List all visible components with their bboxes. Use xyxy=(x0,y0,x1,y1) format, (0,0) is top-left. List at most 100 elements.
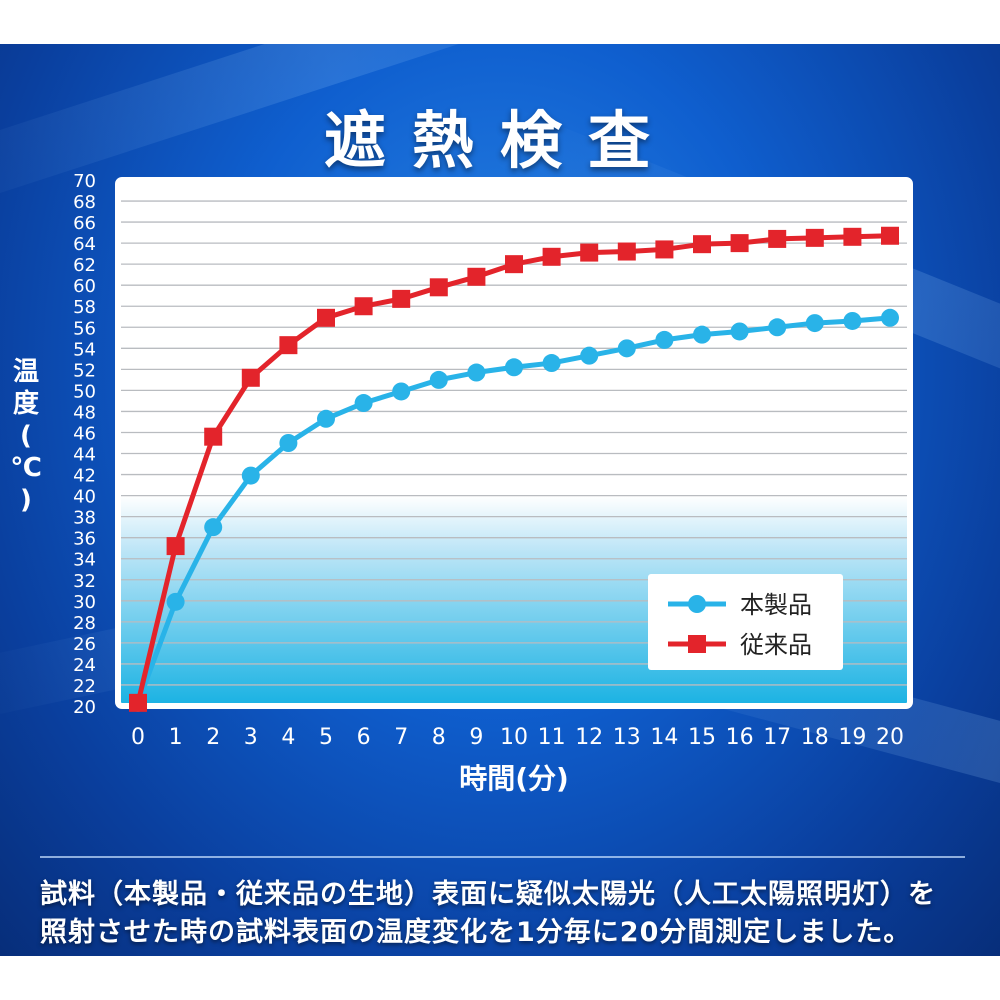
data-point-circle xyxy=(279,434,298,452)
x-tick-label: 15 xyxy=(688,725,716,750)
data-point-square xyxy=(542,247,561,266)
data-point-circle xyxy=(542,354,561,373)
data-point-circle xyxy=(693,325,711,344)
caption-divider xyxy=(40,856,965,858)
data-point-square xyxy=(580,243,599,262)
x-tick-label: 1 xyxy=(169,725,183,750)
data-point-square xyxy=(204,427,223,446)
x-tick-label: 16 xyxy=(726,725,754,750)
data-point-circle xyxy=(881,308,899,327)
chart-title: 遮熱検査 xyxy=(323,104,676,177)
data-point-circle xyxy=(392,382,411,401)
data-point-circle xyxy=(617,339,636,358)
x-tick-label: 3 xyxy=(244,725,258,750)
data-point-circle xyxy=(166,592,185,611)
legend-marker-circle xyxy=(688,595,706,613)
y-tick-label: 46 xyxy=(73,423,96,444)
x-tick-label: 9 xyxy=(469,725,483,750)
x-tick-label: 17 xyxy=(763,725,791,750)
y-tick-label: 20 xyxy=(73,697,96,718)
data-point-circle xyxy=(843,311,862,330)
caption-line-2: 照射させた時の試料表面の温度変化を1分毎に20分間測定しました。 xyxy=(40,917,912,948)
x-tick-label: 8 xyxy=(432,725,446,750)
legend-label: 従来品 xyxy=(740,631,812,659)
data-point-square xyxy=(617,242,636,261)
y-tick-label: 68 xyxy=(73,192,96,213)
y-tick-label: 36 xyxy=(73,529,96,550)
x-tick-label: 10 xyxy=(500,725,528,750)
caption-line-1: 試料（本製品・従来品の生地）表面に疑似太陽光（人工太陽照明灯）を xyxy=(40,879,936,910)
data-point-circle xyxy=(467,363,486,382)
y-tick-label: 56 xyxy=(73,318,96,339)
data-point-circle xyxy=(354,394,373,413)
data-point-circle xyxy=(580,346,599,365)
data-point-square xyxy=(429,278,448,297)
x-tick-label: 2 xyxy=(206,725,220,750)
y-tick-label: 54 xyxy=(73,339,96,360)
y-tick-label: 22 xyxy=(73,676,96,697)
x-tick-label: 4 xyxy=(281,725,295,750)
y-tick-label: 34 xyxy=(73,550,96,571)
data-point-square xyxy=(730,234,749,253)
data-point-square xyxy=(768,229,787,248)
y-tick-label: 42 xyxy=(73,466,96,487)
x-tick-label: 19 xyxy=(838,725,866,750)
data-point-square xyxy=(166,537,185,556)
line-chart: 2022242628303234363840424446485052545658… xyxy=(10,171,913,795)
chart-background: 遮熱検査 20 22 24 26 28 30 32 34 36 38 40 42 44 46 48 50 52 5… xyxy=(0,44,1000,956)
y-tick-label: 48 xyxy=(73,402,96,423)
x-tick-label: 7 xyxy=(394,725,408,750)
y-tick-label: 24 xyxy=(73,655,96,676)
y-tick-label: 58 xyxy=(73,297,96,318)
y-tick-label: 32 xyxy=(73,571,96,592)
data-point-square xyxy=(279,336,298,355)
y-axis-label: 温度(℃) xyxy=(10,357,41,515)
y-tick-label: 64 xyxy=(73,234,96,255)
y-tick-label: 66 xyxy=(73,213,96,234)
data-point-square xyxy=(392,289,411,308)
data-point-square xyxy=(354,297,373,316)
y-tick-label: 26 xyxy=(73,634,96,655)
data-point-square xyxy=(467,267,486,286)
data-point-circle xyxy=(768,318,787,337)
data-point-square xyxy=(805,228,824,247)
data-point-square xyxy=(693,235,711,254)
legend-marker-square xyxy=(688,635,706,653)
x-tick-label: 0 xyxy=(131,725,145,750)
data-point-circle xyxy=(241,466,260,485)
data-point-square xyxy=(881,226,899,245)
y-tick-label: 38 xyxy=(73,508,96,529)
x-tick-label: 5 xyxy=(319,725,333,750)
x-tick-label: 14 xyxy=(650,725,678,750)
data-point-square xyxy=(129,693,147,712)
y-tick-label: 30 xyxy=(73,592,96,613)
data-point-circle xyxy=(204,518,223,537)
data-point-circle xyxy=(429,370,448,389)
x-tick-label: 12 xyxy=(575,725,603,750)
x-tick-label: 6 xyxy=(357,725,371,750)
data-point-circle xyxy=(805,314,824,333)
data-point-square xyxy=(843,227,862,246)
caption-text: 試料（本製品・従来品の生地）表面に疑似太陽光（人工太陽照明灯）を 照射させた時の… xyxy=(40,876,970,952)
y-tick-label: 60 xyxy=(73,276,96,297)
legend-label: 本製品 xyxy=(740,591,812,619)
x-tick-label: 11 xyxy=(538,725,566,750)
x-tick-label: 18 xyxy=(801,725,829,750)
data-point-circle xyxy=(655,330,674,349)
data-point-square xyxy=(505,255,523,274)
x-tick-label: 13 xyxy=(613,725,641,750)
y-tick-label: 50 xyxy=(73,381,96,402)
data-point-square xyxy=(241,368,260,387)
y-tick-label: 44 xyxy=(73,445,96,466)
data-point-circle xyxy=(730,322,749,341)
y-tick-label: 40 xyxy=(73,487,96,508)
data-point-square xyxy=(655,240,674,259)
data-point-circle xyxy=(317,409,335,428)
y-tick-label: 52 xyxy=(73,360,96,381)
x-axis-label: 時間(分) xyxy=(459,762,569,795)
data-point-circle xyxy=(505,358,523,377)
y-tick-label: 28 xyxy=(73,613,96,634)
y-tick-label: 70 xyxy=(73,171,96,192)
y-tick-label: 62 xyxy=(73,255,96,276)
x-tick-label: 20 xyxy=(876,725,904,750)
